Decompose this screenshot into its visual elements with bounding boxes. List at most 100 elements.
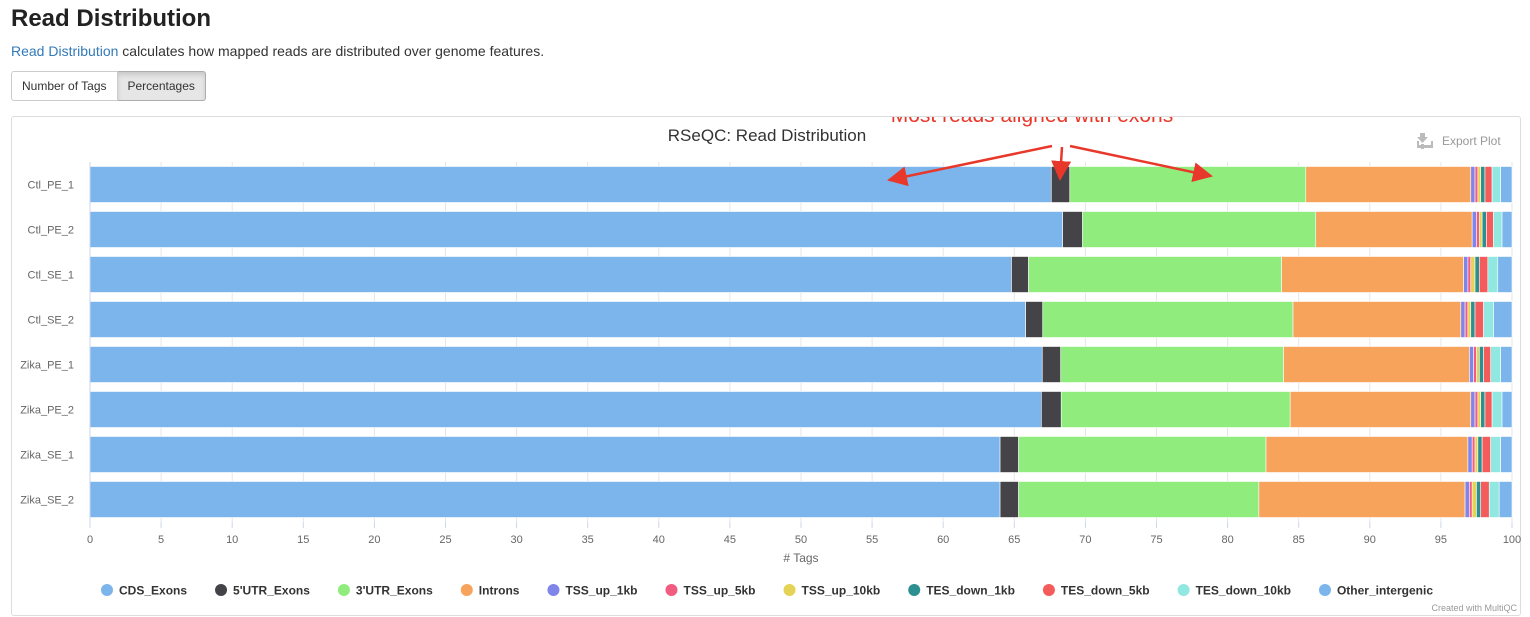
bar-segment-5-utr-exons[interactable] [1041, 391, 1062, 428]
bar-segment-tss-up-5kb[interactable] [1473, 346, 1477, 383]
bar-segment-cds-exons[interactable] [89, 301, 1026, 338]
bar-segment-cds-exons[interactable] [89, 391, 1042, 428]
bar-segment-3-utr-exons[interactable] [1028, 256, 1282, 293]
bar-segment-tes-down-10kb[interactable] [1490, 346, 1501, 383]
legend-item-cds-exons[interactable]: CDS_Exons [101, 584, 187, 598]
bar-segment-introns[interactable] [1258, 481, 1466, 518]
bar-segment-tss-up-10kb[interactable] [1474, 436, 1479, 473]
bar-segment-cds-exons[interactable] [89, 256, 1012, 293]
legend-item-other-intergenic[interactable]: Other_intergenic [1318, 584, 1433, 598]
bar-segment-tes-down-1kb[interactable] [1480, 391, 1486, 428]
legend-item-5-utr-exons[interactable]: 5'UTR_Exons [215, 584, 310, 598]
bar-segment-5-utr-exons[interactable] [999, 481, 1019, 518]
bar-segment-3-utr-exons[interactable] [1018, 481, 1260, 518]
bar-segment-tes-down-1kb[interactable] [1480, 166, 1486, 203]
bar-segment-cds-exons[interactable] [89, 166, 1052, 203]
bar-segment-tss-up-5kb[interactable] [1469, 481, 1473, 518]
bar-segment-tes-down-10kb[interactable] [1490, 436, 1501, 473]
bar-segment-tss-up-5kb[interactable] [1474, 166, 1479, 203]
bar-segment-tes-down-5kb[interactable] [1481, 436, 1491, 473]
bar-segment-other-intergenic[interactable] [1501, 391, 1513, 428]
bar-segment-other-intergenic[interactable] [1497, 256, 1513, 293]
bar-segment-5-utr-exons[interactable] [1062, 211, 1083, 248]
bar-segment-cds-exons[interactable] [89, 346, 1043, 383]
bar-segment-introns[interactable] [1292, 301, 1462, 338]
bar-segment-tes-down-10kb[interactable] [1491, 391, 1503, 428]
bar-segment-3-utr-exons[interactable] [1042, 301, 1294, 338]
bar-segment-5-utr-exons[interactable] [1011, 256, 1029, 293]
bar-segment-tss-up-1kb[interactable] [1470, 166, 1476, 203]
bar-segment-tss-up-5kb[interactable] [1476, 211, 1480, 248]
legend-item-3-utr-exons[interactable]: 3'UTR_Exons [337, 584, 433, 598]
legend-item-tss-up-1kb[interactable]: TSS_up_1kb [547, 584, 637, 598]
bar-segment-tss-up-1kb[interactable] [1464, 481, 1470, 518]
read-distribution-link[interactable]: Read Distribution [11, 43, 119, 59]
bar-segment-introns[interactable] [1281, 256, 1464, 293]
bar-segment-tss-up-5kb[interactable] [1471, 436, 1476, 473]
bar-segment-tss-up-1kb[interactable] [1460, 301, 1466, 338]
bar-segment-3-utr-exons[interactable] [1069, 166, 1307, 203]
bar-segment-tes-down-1kb[interactable] [1479, 346, 1484, 383]
bar-segment-tes-down-10kb[interactable] [1488, 481, 1500, 518]
bar-segment-tes-down-1kb[interactable] [1474, 256, 1480, 293]
bar-segment-tss-up-1kb[interactable] [1469, 346, 1474, 383]
bar-segment-5-utr-exons[interactable] [1025, 301, 1044, 338]
bar-segment-tes-down-1kb[interactable] [1476, 481, 1482, 518]
bar-segment-other-intergenic[interactable] [1500, 436, 1513, 473]
legend-item-tes-down-10kb[interactable]: TES_down_10kb [1177, 584, 1291, 598]
bar-segment-other-intergenic[interactable] [1501, 211, 1513, 248]
number-of-tags-button[interactable]: Number of Tags [11, 71, 118, 101]
bar-segment-tes-down-10kb[interactable] [1493, 211, 1503, 248]
bar-segment-tss-up-1kb[interactable] [1463, 256, 1469, 293]
bar-segment-tes-down-5kb[interactable] [1486, 211, 1494, 248]
bar-segment-5-utr-exons[interactable] [999, 436, 1019, 473]
bar-segment-introns[interactable] [1305, 166, 1472, 203]
bar-segment-other-intergenic[interactable] [1500, 346, 1513, 383]
bar-segment-cds-exons[interactable] [89, 481, 1001, 518]
bar-segment-tes-down-10kb[interactable] [1491, 166, 1501, 203]
legend-item-introns[interactable]: Introns [460, 584, 520, 598]
legend-item-tes-down-1kb[interactable]: TES_down_1kb [908, 584, 1015, 598]
bar-segment-tes-down-10kb[interactable] [1487, 256, 1499, 293]
legend-item-tss-up-10kb[interactable]: TSS_up_10kb [783, 584, 881, 598]
bar-segment-tss-up-5kb[interactable] [1464, 301, 1469, 338]
export-plot-button[interactable]: Export Plot [1417, 133, 1501, 149]
bar-segment-tes-down-5kb[interactable] [1483, 346, 1492, 383]
bar-segment-3-utr-exons[interactable] [1060, 346, 1284, 383]
bar-segment-tes-down-1kb[interactable] [1470, 301, 1476, 338]
bar-segment-other-intergenic[interactable] [1500, 166, 1513, 203]
bar-segment-tss-up-1kb[interactable] [1470, 391, 1476, 428]
bar-segment-5-utr-exons[interactable] [1041, 346, 1062, 383]
bar-segment-3-utr-exons[interactable] [1060, 391, 1291, 428]
bar-segment-cds-exons[interactable] [89, 436, 1001, 473]
bar-segment-other-intergenic[interactable] [1493, 301, 1513, 338]
bar-segment-tss-up-5kb[interactable] [1474, 391, 1479, 428]
legend-item-tss-up-5kb[interactable]: TSS_up_5kb [665, 584, 756, 598]
bar-segment-tss-up-10kb[interactable] [1471, 481, 1477, 518]
bar-segment-tes-down-5kb[interactable] [1480, 481, 1490, 518]
bar-segment-3-utr-exons[interactable] [1082, 211, 1317, 248]
bar-segment-tss-up-10kb[interactable] [1477, 166, 1482, 203]
bar-segment-tes-down-5kb[interactable] [1478, 256, 1489, 293]
bar-segment-tes-down-1kb[interactable] [1481, 211, 1487, 248]
bar-segment-introns[interactable] [1315, 211, 1473, 248]
bar-segment-introns[interactable] [1283, 346, 1470, 383]
bar-segment-3-utr-exons[interactable] [1018, 436, 1267, 473]
bar-segment-tss-up-10kb[interactable] [1467, 301, 1472, 338]
bar-segment-tss-up-10kb[interactable] [1470, 256, 1476, 293]
bar-segment-other-intergenic[interactable] [1498, 481, 1513, 518]
bar-segment-tes-down-1kb[interactable] [1477, 436, 1483, 473]
bar-segment-tss-up-10kb[interactable] [1476, 346, 1480, 383]
bar-segment-tss-up-10kb[interactable] [1477, 391, 1482, 428]
bar-segment-tes-down-5kb[interactable] [1474, 301, 1484, 338]
bar-segment-introns[interactable] [1289, 391, 1472, 428]
bar-segment-tes-down-5kb[interactable] [1484, 391, 1493, 428]
percentages-button[interactable]: Percentages [117, 71, 206, 101]
bar-segment-tss-up-10kb[interactable] [1478, 211, 1483, 248]
bar-segment-tss-up-1kb[interactable] [1467, 436, 1473, 473]
bar-segment-tes-down-5kb[interactable] [1484, 166, 1493, 203]
bar-segment-cds-exons[interactable] [89, 211, 1063, 248]
legend-item-tes-down-5kb[interactable]: TES_down_5kb [1042, 584, 1150, 598]
bar-segment-tss-up-1kb[interactable] [1471, 211, 1477, 248]
bar-segment-tes-down-10kb[interactable] [1483, 301, 1494, 338]
